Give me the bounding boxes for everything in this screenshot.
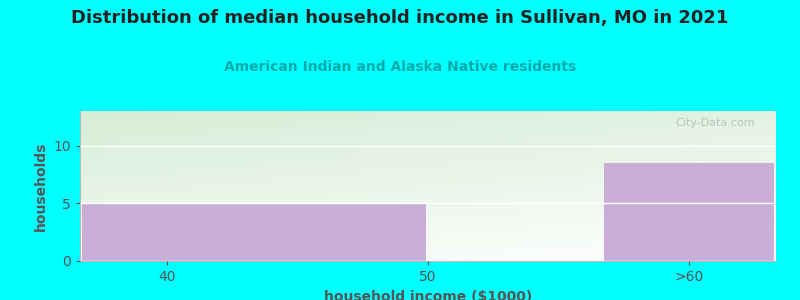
Bar [604, 163, 774, 261]
Text: American Indian and Alaska Native residents: American Indian and Alaska Native reside… [224, 60, 576, 74]
Bar [82, 203, 426, 261]
Y-axis label: households: households [34, 141, 48, 231]
Text: City-Data.com: City-Data.com [675, 118, 755, 128]
Text: Distribution of median household income in Sullivan, MO in 2021: Distribution of median household income … [71, 9, 729, 27]
X-axis label: household income ($1000): household income ($1000) [324, 290, 532, 300]
